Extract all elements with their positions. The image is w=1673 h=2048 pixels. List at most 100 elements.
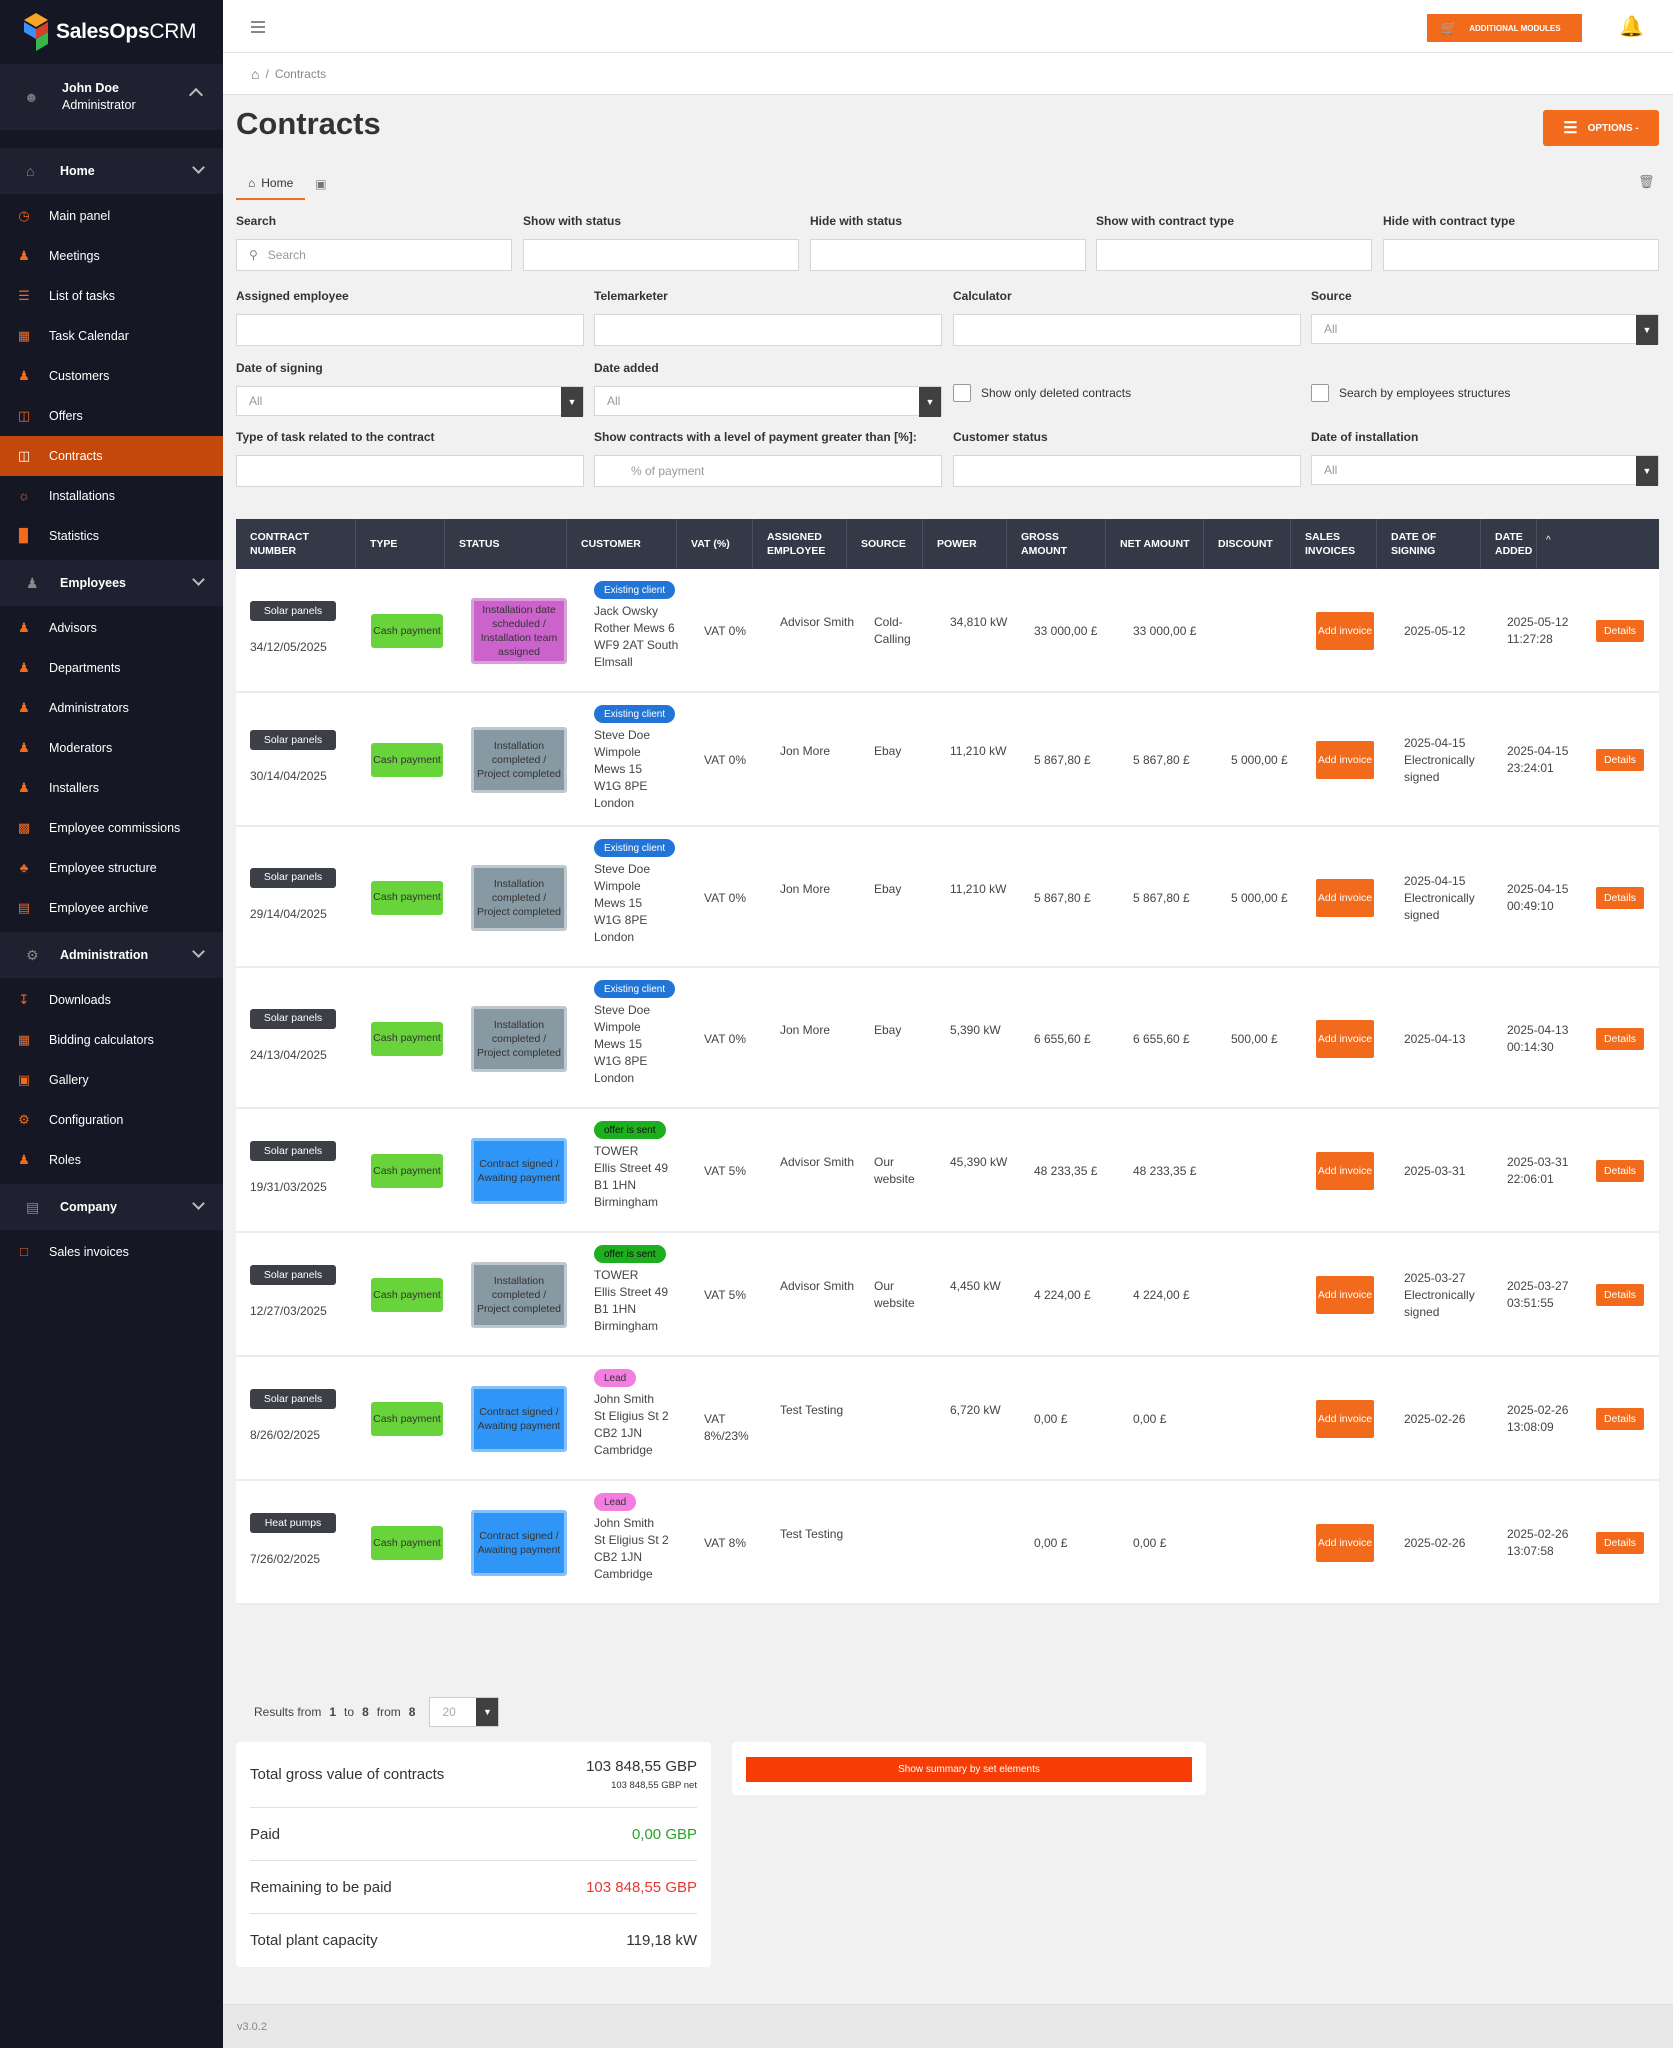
tab-home[interactable]: ⌂ Home bbox=[236, 168, 306, 200]
column-header[interactable]: SOURCE bbox=[847, 519, 923, 569]
customer-info[interactable]: TOWER Ellis Street 49 B1 1HN Birmingham bbox=[594, 1143, 694, 1211]
table-row[interactable]: Solar panels 8/26/02/2025 Cash payment Cont… bbox=[236, 1357, 1659, 1481]
show-summary-button[interactable]: Show summary by set elements bbox=[746, 1757, 1192, 1782]
add-invoice-button[interactable]: Add invoice bbox=[1316, 741, 1374, 779]
contract-number[interactable]: 12/27/03/2025 bbox=[250, 1304, 327, 1318]
table-row[interactable]: Heat pumps 7/26/02/2025 Cash payment Contra… bbox=[236, 1481, 1659, 1605]
column-header[interactable]: CUSTOMER bbox=[567, 519, 677, 569]
checkbox-box[interactable] bbox=[953, 384, 971, 402]
contract-number[interactable]: 29/14/04/2025 bbox=[250, 906, 327, 921]
details-button[interactable]: Details bbox=[1596, 1408, 1644, 1430]
assigned-employee-field[interactable] bbox=[236, 314, 584, 346]
payment-level-field[interactable]: % of payment bbox=[594, 455, 942, 487]
details-button[interactable]: Details bbox=[1596, 1284, 1644, 1306]
trash-icon[interactable]: 🗑 bbox=[1638, 174, 1655, 189]
telemarketer-field[interactable] bbox=[594, 314, 942, 346]
search-structures-checkbox[interactable]: Search by employees structures bbox=[1311, 384, 1510, 402]
customer-status-field[interactable] bbox=[953, 455, 1301, 487]
chevron-up-icon[interactable] bbox=[188, 87, 204, 103]
add-invoice-button[interactable]: Add invoice bbox=[1316, 1400, 1374, 1438]
details-button[interactable]: Details bbox=[1596, 886, 1644, 909]
sidebar-item-sales-invoices[interactable]: □ Sales invoices bbox=[0, 1232, 223, 1272]
sidebar-section-administration[interactable]: ⚙ Administration bbox=[0, 932, 223, 978]
date-signing-select[interactable]: All ▼ bbox=[236, 386, 584, 417]
show-status-field[interactable] bbox=[523, 239, 799, 271]
sidebar-item-roles[interactable]: ♟ Roles bbox=[0, 1140, 223, 1180]
column-header[interactable]: VAT (%) bbox=[677, 519, 753, 569]
contract-number[interactable]: 30/14/04/2025 bbox=[250, 769, 327, 783]
add-tab-icon[interactable]: ▣ bbox=[315, 177, 327, 191]
sidebar-item-employee-structure[interactable]: ♣ Employee structure bbox=[0, 848, 223, 888]
bell-icon[interactable]: 🔔 bbox=[1619, 16, 1644, 38]
sidebar-item-contracts[interactable]: ◫ Contracts bbox=[0, 436, 223, 476]
home-icon[interactable]: ⌂ bbox=[251, 65, 260, 82]
column-header[interactable]: GROSS AMOUNT bbox=[1007, 519, 1106, 569]
sidebar-item-employee-commissions[interactable]: ▩ Employee commissions bbox=[0, 808, 223, 848]
sidebar-item-statistics[interactable]: ▉ Statistics bbox=[0, 516, 223, 556]
search-field[interactable]: ⚲ Search bbox=[236, 239, 512, 271]
column-header[interactable]: SALES INVOICES bbox=[1291, 519, 1377, 569]
table-row[interactable]: Solar panels 12/27/03/2025 Cash payment Ins… bbox=[236, 1233, 1659, 1357]
customer-info[interactable]: TOWER Ellis Street 49 B1 1HN Birmingham bbox=[594, 1267, 694, 1335]
sidebar-item-gallery[interactable]: ▣ Gallery bbox=[0, 1060, 223, 1100]
customer-info[interactable]: John Smith St Eligius St 2 CB2 1JN Cambridg… bbox=[594, 1515, 694, 1583]
logo[interactable]: SalesOpsCRM bbox=[0, 0, 223, 64]
column-header[interactable]: DATE ADDED bbox=[1481, 519, 1537, 569]
sidebar-item-employee-archive[interactable]: ▤ Employee archive bbox=[0, 888, 223, 928]
sidebar-item-meetings[interactable]: ♟ Meetings bbox=[0, 236, 223, 276]
sidebar-item-departments[interactable]: ♟ Departments bbox=[0, 648, 223, 688]
customer-info[interactable]: John Smith St Eligius St 2 CB2 1JN Cambridg… bbox=[594, 1391, 694, 1459]
customer-info[interactable]: Steve Doe Wimpole Mews 15 W1G 8PE London bbox=[594, 861, 694, 946]
sidebar-item-offers[interactable]: ◫ Offers bbox=[0, 396, 223, 436]
sidebar-item-installations[interactable]: ☼ Installations bbox=[0, 476, 223, 516]
contract-number[interactable]: 34/12/05/2025 bbox=[250, 640, 327, 654]
details-button[interactable]: Details bbox=[1596, 1027, 1644, 1050]
per-page-select[interactable]: 20 ▼ bbox=[429, 1697, 500, 1727]
add-invoice-button[interactable]: Add invoice bbox=[1316, 612, 1374, 650]
sidebar-item-administrators[interactable]: ♟ Administrators bbox=[0, 688, 223, 728]
contract-number[interactable]: 19/31/03/2025 bbox=[250, 1180, 327, 1194]
source-select[interactable]: All ▼ bbox=[1311, 314, 1659, 345]
sidebar-section-company[interactable]: ▤ Company bbox=[0, 1184, 223, 1230]
sidebar-section-home[interactable]: ⌂ Home bbox=[0, 148, 223, 194]
table-row[interactable]: Solar panels 29/14/04/2025 Cash payment Ins… bbox=[236, 827, 1659, 968]
show-type-field[interactable] bbox=[1096, 239, 1372, 271]
details-button[interactable]: Details bbox=[1596, 749, 1644, 771]
column-header[interactable]: ASSIGNED EMPLOYEE bbox=[753, 519, 847, 569]
options-button[interactable]: ☰ OPTIONS - bbox=[1543, 110, 1659, 146]
checkbox-box[interactable] bbox=[1311, 384, 1329, 402]
sidebar-section-employees[interactable]: ♟ Employees bbox=[0, 560, 223, 606]
contract-number[interactable]: 24/13/04/2025 bbox=[250, 1047, 327, 1062]
hide-status-field[interactable] bbox=[810, 239, 1086, 271]
add-invoice-button[interactable]: Add invoice bbox=[1316, 1524, 1374, 1562]
add-invoice-button[interactable]: Add invoice bbox=[1316, 878, 1374, 917]
column-header[interactable]: STATUS bbox=[445, 519, 567, 569]
add-invoice-button[interactable]: Add invoice bbox=[1316, 1276, 1374, 1314]
sidebar-item-bidding-calculators[interactable]: ▦ Bidding calculators bbox=[0, 1020, 223, 1060]
customer-info[interactable]: Jack Owsky Rother Mews 6 WF9 2AT South Elms… bbox=[594, 603, 694, 671]
customer-info[interactable]: Steve Doe Wimpole Mews 15 W1G 8PE London bbox=[594, 1002, 694, 1087]
add-invoice-button[interactable]: Add invoice bbox=[1316, 1019, 1374, 1058]
add-invoice-button[interactable]: Add invoice bbox=[1316, 1152, 1374, 1190]
calculator-field[interactable] bbox=[953, 314, 1301, 346]
sidebar-item-downloads[interactable]: ↧ Downloads bbox=[0, 980, 223, 1020]
column-header[interactable]: DATE OF SIGNING bbox=[1377, 519, 1481, 569]
details-button[interactable]: Details bbox=[1596, 1160, 1644, 1182]
sidebar-item-installers[interactable]: ♟ Installers bbox=[0, 768, 223, 808]
contract-number[interactable]: 7/26/02/2025 bbox=[250, 1552, 321, 1566]
table-row[interactable]: Solar panels 19/31/03/2025 Cash payment Con… bbox=[236, 1109, 1659, 1233]
user-panel[interactable]: ☻ John Doe Administrator bbox=[0, 64, 223, 130]
contract-number[interactable]: 8/26/02/2025 bbox=[250, 1428, 321, 1442]
sidebar-item-tasks[interactable]: ☰ List of tasks bbox=[0, 276, 223, 316]
column-header[interactable]: DISCOUNT bbox=[1204, 519, 1291, 569]
column-header[interactable]: NET AMOUNT bbox=[1106, 519, 1204, 569]
sidebar-item-configuration[interactable]: ⚙ Configuration bbox=[0, 1100, 223, 1140]
task-type-field[interactable] bbox=[236, 455, 584, 487]
show-deleted-checkbox[interactable]: Show only deleted contracts bbox=[953, 384, 1131, 402]
sidebar-item-advisors[interactable]: ♟ Advisors bbox=[0, 608, 223, 648]
sidebar-item-task-calendar[interactable]: ▦ Task Calendar bbox=[0, 316, 223, 356]
hide-type-field[interactable] bbox=[1383, 239, 1659, 271]
column-header[interactable]: CONTRACT NUMBER bbox=[236, 519, 356, 569]
sidebar-item-moderators[interactable]: ♟ Moderators bbox=[0, 728, 223, 768]
customer-info[interactable]: Steve Doe Wimpole Mews 15 W1G 8PE London bbox=[594, 727, 694, 812]
